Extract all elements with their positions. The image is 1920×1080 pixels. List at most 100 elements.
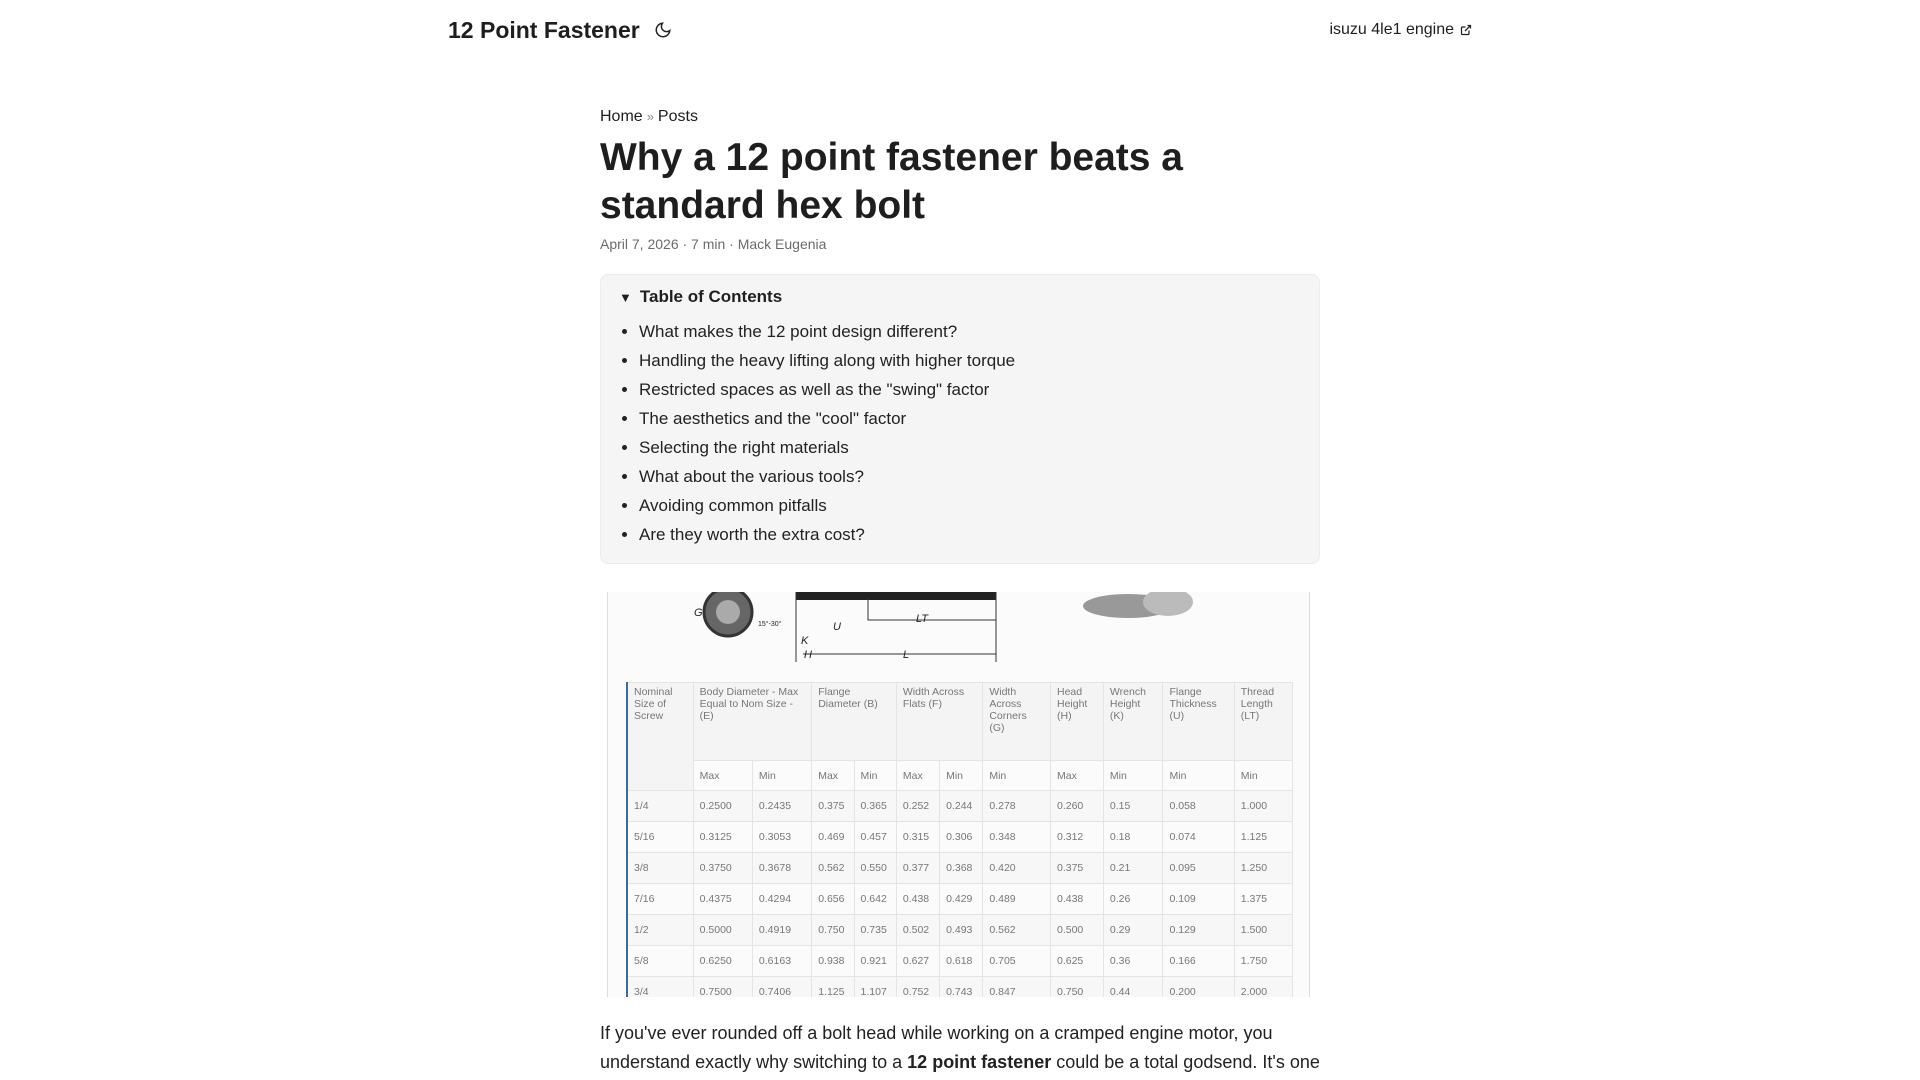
table-cell: 5/16 [626, 821, 694, 853]
table-cell: 0.4294 [751, 883, 813, 915]
table-cell: 0.457 [853, 821, 897, 853]
table-cell: 0.493 [939, 914, 984, 946]
table-cell: 0.6250 [692, 945, 753, 977]
diagram-label-k: K [801, 635, 809, 647]
fastener-diagram: G 15°-30° U K H LT L [694, 592, 1193, 662]
table-cell: 1/4 [626, 790, 694, 822]
table-header: Wrench Height (K) [1102, 682, 1164, 761]
table-cell: 3/8 [626, 852, 694, 884]
table-cell: 0.095 [1162, 852, 1235, 884]
table-cell: 1.107 [853, 976, 897, 997]
table-cell: 0.847 [982, 976, 1051, 997]
table-cell: 0.625 [1050, 945, 1104, 977]
table-cell: 0.618 [939, 945, 984, 977]
site-title[interactable]: 12 Point Fastener [448, 16, 640, 43]
table-cell: 0.502 [895, 914, 941, 946]
table-subheader: Min [1162, 760, 1235, 791]
intro-text-cont: could be a total godsend. It's one [1051, 1052, 1320, 1072]
table-cell: 0.642 [853, 883, 897, 915]
toc-title: Table of Contents [639, 287, 783, 306]
table-cell: 0.058 [1162, 790, 1235, 822]
table-cell: 0.4919 [751, 914, 813, 946]
table-cell: 1.375 [1233, 883, 1294, 915]
table-cell: 0.315 [895, 821, 941, 853]
table-cell: 0.109 [1162, 883, 1235, 915]
article: Home» Posts Why a 12 point fastener beats… [600, 108, 1320, 1077]
breadcrumb: Home» Posts [600, 108, 1320, 126]
external-link-label: isuzu 4le1 engine [1329, 21, 1454, 38]
site-header: 12 Point Fastener isuzu 4le1 engine [448, 0, 1472, 60]
table-cell: 0.469 [811, 821, 855, 853]
toc-item[interactable]: What about the various tools? [639, 462, 1301, 491]
table-cell: 0.743 [939, 976, 984, 997]
external-nav-link[interactable]: isuzu 4le1 engine [1329, 21, 1472, 39]
table-header: Thread Length (LT) [1233, 682, 1294, 761]
table-cell: 0.15 [1102, 790, 1164, 822]
table-cell: 1.500 [1233, 914, 1294, 946]
toc-item[interactable]: What makes the 12 point design different… [639, 317, 1301, 346]
table-subheader: Max [1050, 760, 1104, 791]
table-cell: 0.21 [1102, 852, 1164, 884]
table-cell: 0.500 [1050, 914, 1104, 946]
table-cell: 0.348 [982, 821, 1051, 853]
triangle-down-icon: ▼ [619, 289, 632, 305]
toc-item[interactable]: Restricted spaces as well as the "swing"… [639, 375, 1301, 404]
table-cell: 0.752 [895, 976, 941, 997]
table-cell: 0.3678 [751, 852, 813, 884]
table-cell: 0.2435 [751, 790, 813, 822]
table-cell: 0.735 [853, 914, 897, 946]
toc-item[interactable]: Are they worth the extra cost? [639, 520, 1301, 549]
toc-item[interactable]: Selecting the right materials [639, 433, 1301, 462]
intro-bold-keyword: 12 point fastener [907, 1052, 1052, 1072]
table-row: 1/4 0.2500 0.2435 0.375 0.365 0.252 0.244 0.278… [626, 790, 1294, 822]
table-cell: 0.938 [811, 945, 855, 977]
table-subheader: Min [939, 760, 984, 791]
table-header: Flange Thickness (U) [1162, 682, 1235, 761]
table-cell: 0.36 [1102, 945, 1164, 977]
table-row: 1/2 0.5000 0.4919 0.750 0.735 0.502 0.493 0.562… [626, 914, 1294, 946]
toc-item[interactable]: Handling the heavy lifting along with hi… [639, 346, 1301, 375]
table-row: 5/16 0.3125 0.3053 0.469 0.457 0.315 0.306 0.34… [626, 821, 1294, 853]
table-row: 3/4 0.7500 0.7406 1.125 1.107 0.752 0.743 0.847… [626, 976, 1294, 997]
table-cell: 1.750 [1233, 945, 1294, 977]
table-cell: 0.489 [982, 883, 1051, 915]
toc-item[interactable]: The aesthetics and the "cool" factor [639, 404, 1301, 433]
table-cell: 0.3125 [692, 821, 753, 853]
diagram-label-lt: LT [916, 613, 929, 625]
table-cell: 0.6163 [751, 945, 813, 977]
breadcrumb-home[interactable]: Home [600, 108, 643, 125]
breadcrumb-posts[interactable]: Posts [657, 108, 698, 125]
table-cell: 0.244 [939, 790, 984, 822]
table-cell: 0.921 [853, 945, 897, 977]
toc-toggle[interactable]: ▼ Table of Contents [619, 287, 1301, 307]
site-logo[interactable]: 12 Point Fastener [448, 17, 672, 44]
table-cell: 0.7406 [751, 976, 813, 997]
moon-icon[interactable] [654, 21, 672, 39]
toc-item[interactable]: Avoiding common pitfalls [639, 491, 1301, 520]
table-header: Body Diameter - Max Equal to Nom Size - … [692, 682, 813, 761]
table-cell: 0.5000 [692, 914, 753, 946]
post-meta: April 7, 2026 · 7 min · Mack Eugenia [600, 236, 827, 252]
table-cell: 0.375 [1050, 852, 1104, 884]
table-cell: 0.750 [1050, 976, 1104, 997]
table-cell: 0.166 [1162, 945, 1235, 977]
table-cell: 1.000 [1233, 790, 1294, 822]
table-cell: 0.260 [1050, 790, 1104, 822]
table-cell: 0.29 [1102, 914, 1164, 946]
table-cell: 2.000 [1233, 976, 1294, 997]
table-cell: 0.705 [982, 945, 1051, 977]
table-row: 3/8 0.3750 0.3678 0.562 0.550 0.377 0.368 0.420… [626, 852, 1294, 884]
table-of-contents: ▼ Table of Contents What makes the 12 po… [600, 274, 1320, 564]
table-cell: 0.306 [939, 821, 984, 853]
table-cell: 0.44 [1102, 976, 1164, 997]
intro-paragraph: If you've ever rounded off a bolt head w… [600, 1019, 1320, 1077]
table-subheader: Max [811, 760, 855, 791]
table-cell: 0.3750 [692, 852, 753, 884]
table-cell: 0.377 [895, 852, 941, 884]
table-cell: 0.312 [1050, 821, 1104, 853]
table-cell: 0.4375 [692, 883, 753, 915]
toc-list: What makes the 12 point design different… [619, 317, 1301, 549]
table-header: Flange Diameter (B) [811, 682, 897, 761]
table-cell: 0.750 [811, 914, 855, 946]
page-title: Why a 12 point fastener beats a standard… [600, 136, 1184, 227]
